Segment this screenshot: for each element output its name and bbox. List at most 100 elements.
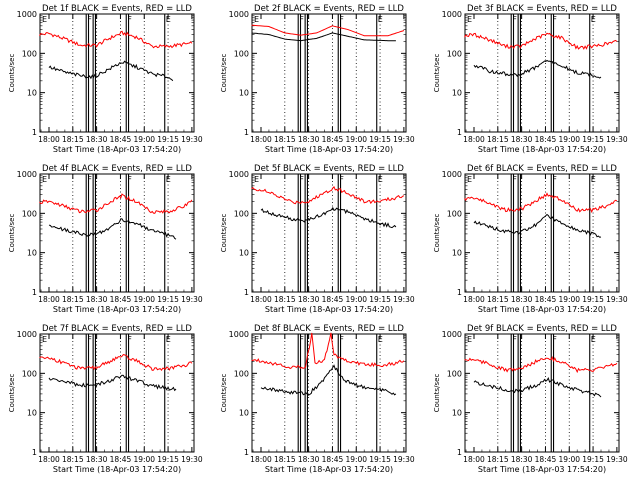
y-tick-label: 1 xyxy=(457,288,462,297)
x-tick-label: 18:15 xyxy=(274,295,296,304)
flag-label-left: E xyxy=(467,15,472,24)
plot-frame xyxy=(39,173,195,293)
y-tick-label: 1000 xyxy=(442,10,462,19)
chart-title: Det 1f BLACK = Events, RED = LLD xyxy=(42,4,192,14)
x-tick-label: 18:00 xyxy=(463,135,485,144)
y-tick-label: 100 xyxy=(447,369,462,378)
x-tick-label: 18:45 xyxy=(535,455,557,464)
y-tick-label: 1000 xyxy=(17,330,37,339)
x-tick-label: 18:30 xyxy=(298,295,320,304)
x-tick-label: 18:45 xyxy=(110,135,132,144)
plot-frame xyxy=(464,333,620,453)
x-tick-label: 18:00 xyxy=(250,135,272,144)
flag-label: F xyxy=(512,15,517,24)
flag-label-left: E xyxy=(467,335,472,344)
y-tick-label: 10 xyxy=(452,249,462,258)
x-tick-label: 19:00 xyxy=(345,135,367,144)
x-tick-label: 18:45 xyxy=(110,455,132,464)
y-axis-label: Counts/sec xyxy=(220,374,228,413)
y-axis-label: Counts/sec xyxy=(8,374,16,413)
flag-label-left: E xyxy=(42,175,47,184)
x-tick-label: 19:00 xyxy=(558,135,580,144)
y-tick-label: 10 xyxy=(239,249,249,258)
x-tick-label: 19:30 xyxy=(181,455,203,464)
chart-title: Det 9f BLACK = Events, RED = LLD xyxy=(467,324,617,334)
y-tick-label: 1 xyxy=(244,288,249,297)
x-tick-label: 18:00 xyxy=(250,295,272,304)
chart-panel-4: Det 4f BLACK = Events, RED = LLD 1 10 100 10… xyxy=(8,164,203,314)
y-axis-label: Counts/sec xyxy=(8,214,16,253)
x-tick-label: 19:15 xyxy=(582,135,604,144)
y-tick-label: 1000 xyxy=(17,170,37,179)
x-tick-label: 18:00 xyxy=(38,295,60,304)
flag-label: F xyxy=(339,175,344,184)
x-tick-label: 18:15 xyxy=(62,455,84,464)
x-tick-label: 18:30 xyxy=(86,295,108,304)
events-series-line xyxy=(48,60,174,82)
x-tick-label: 18:30 xyxy=(511,295,533,304)
y-tick-label: 1000 xyxy=(229,330,249,339)
x-axis-label: Start Time (18-Apr-03 17:54:20) xyxy=(53,305,181,314)
flag-label: E xyxy=(378,15,383,24)
flag-label: F xyxy=(339,335,344,344)
events-series-line xyxy=(48,218,177,240)
chart-panel-6: Det 6f BLACK = Events, RED = LLD 1 10 100 10… xyxy=(433,164,628,314)
y-tick-label: 1 xyxy=(244,128,249,137)
y-tick-label: 1000 xyxy=(17,10,37,19)
flag-label: F xyxy=(127,175,132,184)
flag-label: F xyxy=(552,15,557,24)
y-axis-label: Counts/sec xyxy=(8,54,16,93)
plot-frame xyxy=(251,333,407,453)
x-tick-label: 18:15 xyxy=(62,135,84,144)
y-tick-label: 1 xyxy=(457,128,462,137)
flag-label: F xyxy=(512,175,517,184)
x-tick-label: 19:30 xyxy=(393,295,415,304)
chart-title: Det 4f BLACK = Events, RED = LLD xyxy=(42,164,192,174)
lld-series-line xyxy=(251,186,405,205)
chart-title: Det 3f BLACK = Events, RED = LLD xyxy=(467,4,617,14)
x-tick-label: 18:00 xyxy=(463,455,485,464)
x-tick-label: 18:15 xyxy=(62,295,84,304)
x-tick-label: 19:00 xyxy=(133,295,155,304)
chart-panel-1: Det 1f BLACK = Events, RED = LLD 1 10 100 10… xyxy=(8,4,203,154)
flag-label: F xyxy=(87,335,92,344)
y-axis-label: Counts/sec xyxy=(433,374,441,413)
x-tick-label: 19:15 xyxy=(157,135,179,144)
x-axis-label: Start Time (18-Apr-03 17:54:20) xyxy=(265,465,393,474)
y-tick-label: 1000 xyxy=(442,170,462,179)
flag-label: E xyxy=(591,335,596,344)
y-axis-label: Counts/sec xyxy=(433,54,441,93)
x-tick-label: 18:30 xyxy=(511,135,533,144)
y-tick-label: 1000 xyxy=(442,330,462,339)
flag-label: F xyxy=(127,15,132,24)
y-axis-label: Counts/sec xyxy=(433,214,441,253)
y-tick-label: 10 xyxy=(27,249,37,258)
flag-label-left: E xyxy=(254,335,259,344)
plot-frame xyxy=(464,173,620,293)
flag-label: F xyxy=(299,335,304,344)
y-tick-label: 10 xyxy=(452,89,462,98)
x-tick-label: 19:00 xyxy=(345,295,367,304)
y-tick-label: 1 xyxy=(32,128,37,137)
y-tick-label: 1000 xyxy=(229,10,249,19)
y-tick-label: 100 xyxy=(234,209,249,218)
x-axis-label: Start Time (18-Apr-03 17:54:20) xyxy=(478,465,606,474)
lld-series-line xyxy=(251,332,405,370)
x-tick-label: 19:30 xyxy=(606,455,628,464)
y-tick-label: 100 xyxy=(22,369,37,378)
flag-label: E xyxy=(166,175,171,184)
y-tick-label: 100 xyxy=(234,49,249,58)
chart-title: Det 8f BLACK = Events, RED = LLD xyxy=(254,324,404,334)
flag-label: F xyxy=(87,175,92,184)
x-tick-label: 18:15 xyxy=(274,135,296,144)
lld-series-line xyxy=(251,24,405,37)
events-series-line xyxy=(473,59,602,79)
x-tick-label: 19:30 xyxy=(606,135,628,144)
x-tick-label: 18:00 xyxy=(463,295,485,304)
lld-series-line xyxy=(464,192,618,214)
chart-panel-8: Det 8f BLACK = Events, RED = LLD 1 10 100 10… xyxy=(220,324,415,474)
x-tick-label: 19:15 xyxy=(157,295,179,304)
lld-series-line xyxy=(464,355,618,374)
chart-title: Det 2f BLACK = Events, RED = LLD xyxy=(254,4,404,14)
y-tick-label: 100 xyxy=(22,49,37,58)
